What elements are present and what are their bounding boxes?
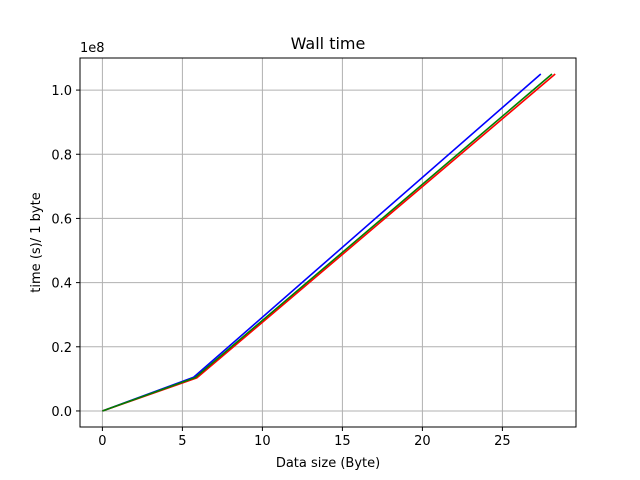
x-tick-label: 5 xyxy=(178,434,186,449)
tick-layer: 0 5 10 15 20 25 0.0 0.2 0.4 0.6 0.8 1.0 xyxy=(51,84,510,449)
y-tick-label: 0.4 xyxy=(51,277,72,292)
plot-frame xyxy=(79,57,577,428)
y-tick-label: 1.0 xyxy=(51,84,72,99)
y-tick-label: 0.2 xyxy=(51,341,72,356)
grid-layer xyxy=(80,58,576,427)
x-axis-label: Data size (Byte) xyxy=(276,456,380,471)
series-line-3 xyxy=(102,73,553,412)
y-offset-text: 1e8 xyxy=(80,41,105,56)
x-tick-label: 15 xyxy=(334,434,351,449)
series-layer xyxy=(102,73,556,412)
y-tick-label: 0.8 xyxy=(51,148,72,163)
x-tick-label: 10 xyxy=(254,434,271,449)
x-tick-label: 20 xyxy=(414,434,431,449)
y-axis-label: time (s)/ 1 byte xyxy=(29,192,44,292)
series-line-2 xyxy=(102,73,556,412)
y-tick-label: 0.6 xyxy=(51,212,72,227)
x-tick-label: 0 xyxy=(98,434,106,449)
chart-title: Wall time xyxy=(291,34,366,53)
series-line-1 xyxy=(102,73,542,412)
y-tick-label: 0.0 xyxy=(51,405,72,420)
x-tick-label: 25 xyxy=(494,434,511,449)
